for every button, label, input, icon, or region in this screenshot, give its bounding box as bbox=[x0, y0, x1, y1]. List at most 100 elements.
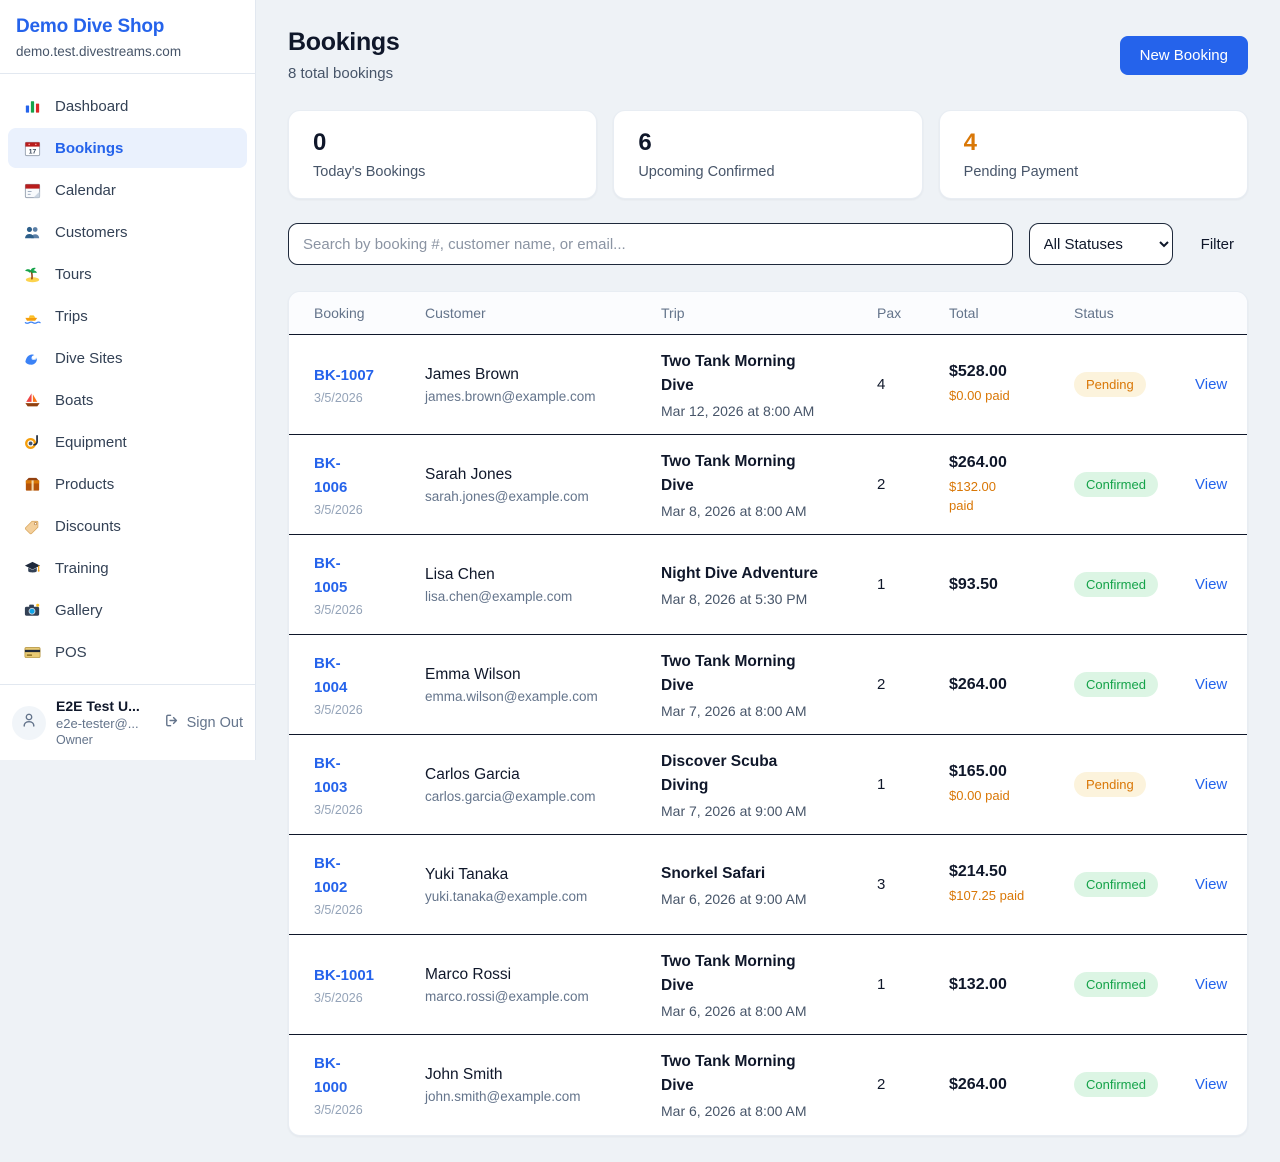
booking-date: 3/5/2026 bbox=[314, 391, 363, 405]
customer-name: Emma Wilson bbox=[425, 665, 521, 683]
sidebar-item-boats[interactable]: Boats bbox=[8, 380, 247, 420]
status-badge: Confirmed bbox=[1074, 672, 1158, 697]
trip-name: Discover Scuba Diving bbox=[661, 752, 778, 794]
table-row: BK- 1000 3/5/2026 John Smith john.smith@exa… bbox=[289, 1035, 1247, 1135]
page-title-block: Bookings 8 total bookings bbox=[288, 28, 400, 82]
sidebar-item-equipment[interactable]: Equipment bbox=[8, 422, 247, 462]
bookings-table-card: Booking Customer Trip Pax Total Status BK-100… bbox=[288, 291, 1248, 1136]
new-booking-button[interactable]: New Booking bbox=[1119, 36, 1248, 75]
sidebar-item-bookings[interactable]: 17 Bookings bbox=[8, 128, 247, 168]
table-row: BK- 1006 3/5/2026 Sarah Jones sarah.jones@e… bbox=[289, 435, 1247, 535]
sidebar-item-discounts[interactable]: Discounts bbox=[8, 506, 247, 546]
customer-name: John Smith bbox=[425, 1065, 503, 1083]
booking-date: 3/5/2026 bbox=[314, 603, 363, 617]
wave-icon bbox=[22, 348, 42, 368]
booking-link[interactable]: BK- 1000 bbox=[314, 1055, 348, 1097]
users-icon bbox=[22, 222, 42, 242]
sidebar: Demo Dive Shop demo.test.divestreams.com… bbox=[0, 0, 256, 760]
sidebar-item-customers[interactable]: Customers bbox=[8, 212, 247, 252]
booking-link[interactable]: BK- 1006 bbox=[314, 455, 348, 496]
total-amount: $214.50 bbox=[949, 863, 1007, 881]
trip-name: Two Tank Morning Dive bbox=[661, 352, 796, 394]
actions-cell: View bbox=[1183, 535, 1247, 635]
sidebar-item-training[interactable]: Training bbox=[8, 548, 247, 588]
booking-link[interactable]: BK-1007 bbox=[314, 367, 375, 384]
view-link[interactable]: View bbox=[1195, 1075, 1228, 1093]
booking-link[interactable]: BK- 1002 bbox=[314, 855, 348, 896]
sidebar-item-gallery[interactable]: Gallery bbox=[8, 590, 247, 630]
booking-calendar-icon: 17 bbox=[22, 138, 42, 158]
sidebar-item-products[interactable]: Products bbox=[8, 464, 247, 504]
table-row: BK-1001 3/5/2026 Marco Rossi marco.rossi@ex… bbox=[289, 935, 1247, 1035]
stat-card: 6 Upcoming Confirmed bbox=[613, 110, 923, 199]
customer-cell: Emma Wilson emma.wilson@example.com bbox=[413, 635, 649, 735]
booking-link[interactable]: BK- 1005 bbox=[314, 555, 348, 596]
sidebar-item-dive-sites[interactable]: Dive Sites bbox=[8, 338, 247, 378]
sailboat-icon bbox=[22, 390, 42, 410]
pax-cell: 1 bbox=[865, 935, 937, 1035]
column-header-customer: Customer bbox=[413, 292, 649, 335]
booking-date: 3/5/2026 bbox=[314, 803, 363, 817]
view-link[interactable]: View bbox=[1195, 975, 1228, 993]
view-link[interactable]: View bbox=[1195, 375, 1228, 393]
trip-cell: Discover Scuba Diving Mar 7, 2026 at 9:00… bbox=[649, 735, 865, 835]
sidebar-item-tours[interactable]: Tours bbox=[8, 254, 247, 294]
avatar bbox=[12, 705, 46, 740]
credit-card-icon bbox=[22, 642, 42, 662]
status-filter-select[interactable]: All Statuses bbox=[1028, 223, 1173, 265]
customer-cell: James Brown james.brown@example.com bbox=[413, 335, 649, 435]
sign-out-label: Sign Out bbox=[186, 714, 243, 731]
user-role: Owner bbox=[56, 733, 93, 747]
pax-value: 2 bbox=[877, 675, 886, 693]
column-header-total: Total bbox=[937, 292, 1062, 335]
booking-link[interactable]: BK- 1003 bbox=[314, 755, 348, 796]
booking-date: 3/5/2026 bbox=[314, 703, 363, 717]
status-cell: Confirmed bbox=[1062, 435, 1183, 535]
booking-date: 3/5/2026 bbox=[314, 903, 363, 917]
pax-cell: 4 bbox=[865, 335, 937, 435]
filter-button[interactable]: Filter bbox=[1200, 235, 1234, 253]
view-link[interactable]: View bbox=[1195, 775, 1228, 793]
total-amount: $264.00 bbox=[949, 675, 1007, 693]
view-link[interactable]: View bbox=[1195, 475, 1228, 493]
status-badge: Pending bbox=[1074, 372, 1146, 397]
brand-name[interactable]: Demo Dive Shop bbox=[16, 16, 165, 37]
trip-cell: Two Tank Morning Dive Mar 7, 2026 at 8:00… bbox=[649, 635, 865, 735]
customer-cell: John Smith john.smith@example.com bbox=[413, 1035, 649, 1135]
view-link[interactable]: View bbox=[1195, 675, 1228, 693]
booking-link[interactable]: BK- 1004 bbox=[314, 655, 348, 696]
pax-cell: 2 bbox=[865, 435, 937, 535]
customer-email: john.smith@example.com bbox=[425, 1088, 581, 1104]
user-email: e2e-tester@... bbox=[56, 716, 139, 731]
pax-cell: 3 bbox=[865, 835, 937, 935]
sidebar-item-calendar[interactable]: Calendar bbox=[8, 170, 247, 210]
brand-domain: demo.test.divestreams.com bbox=[16, 44, 182, 59]
sidebar-item-pos[interactable]: POS bbox=[8, 632, 247, 672]
view-link[interactable]: View bbox=[1195, 875, 1228, 893]
sign-out-button[interactable]: Sign Out bbox=[163, 712, 243, 733]
customer-email: lisa.chen@example.com bbox=[425, 588, 573, 604]
customer-name: Lisa Chen bbox=[425, 565, 495, 583]
sidebar-item-trips[interactable]: Trips bbox=[8, 296, 247, 336]
trip-datetime: Mar 6, 2026 at 8:00 AM bbox=[661, 1003, 807, 1020]
paid-amount: $0.00 paid bbox=[949, 388, 1010, 404]
snorkel-mask-icon bbox=[22, 432, 42, 452]
sidebar-item-label: Trips bbox=[55, 307, 88, 325]
sidebar-item-label: Dashboard bbox=[55, 97, 129, 115]
search-input[interactable] bbox=[288, 223, 1013, 265]
trip-cell: Night Dive Adventure Mar 8, 2026 at 5:30 … bbox=[649, 535, 865, 635]
booking-link[interactable]: BK-1001 bbox=[314, 967, 375, 984]
user-meta: E2E Test U... e2e-tester@... Owner bbox=[56, 698, 140, 747]
actions-cell: View bbox=[1183, 1035, 1247, 1135]
trip-name: Snorkel Safari bbox=[661, 864, 766, 882]
status-cell: Confirmed bbox=[1062, 1035, 1183, 1135]
actions-cell: View bbox=[1183, 335, 1247, 435]
status-badge: Confirmed bbox=[1074, 1072, 1158, 1098]
total-cell: $165.00 $0.00 paid bbox=[937, 735, 1062, 835]
stat-label: Upcoming Confirmed bbox=[638, 164, 775, 180]
view-link[interactable]: View bbox=[1195, 575, 1228, 593]
customer-cell: Marco Rossi marco.rossi@example.com bbox=[413, 935, 649, 1035]
sidebar-item-dashboard[interactable]: Dashboard bbox=[8, 86, 247, 126]
sidebar-item-label: Gallery bbox=[55, 601, 103, 619]
